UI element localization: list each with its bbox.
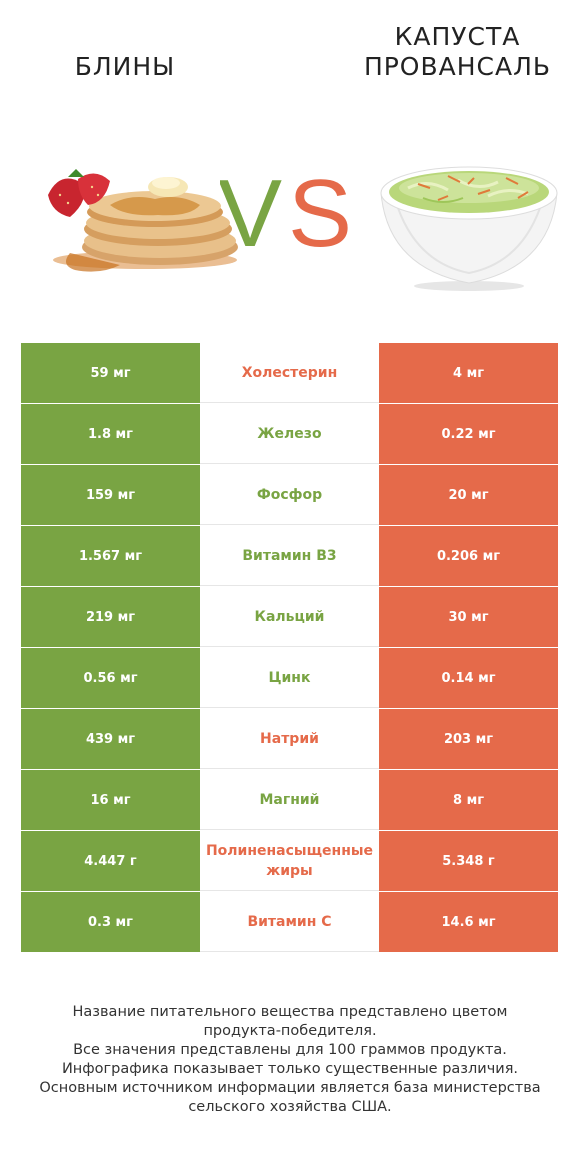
- nutrient-name-cell: Полиненасыщенные жиры: [200, 831, 379, 891]
- table-row: 439 мг Натрий 203 мг: [21, 709, 558, 770]
- left-value-cell: 0.3 мг: [21, 892, 200, 952]
- table-row: 0.56 мг Цинк 0.14 мг: [21, 648, 558, 709]
- header: БЛИНЫ КАПУСТА ПРОВАНСАЛЬ V S: [0, 0, 580, 300]
- footer-line: Все значения представлены для 100 граммо…: [73, 1042, 507, 1058]
- right-value-cell: 203 мг: [379, 709, 558, 769]
- vs-s-letter: S: [288, 160, 352, 260]
- right-product-title-line1: КАПУСТА: [394, 22, 521, 51]
- table-row: 4.447 г Полиненасыщенные жиры 5.348 г: [21, 831, 558, 892]
- right-value-cell: 0.206 мг: [379, 526, 558, 586]
- nutrient-name-cell: Цинк: [200, 648, 379, 708]
- nutrient-name-cell: Витамин C: [200, 892, 379, 952]
- coleslaw-bowl-image: [380, 166, 558, 291]
- nutrient-name-cell: Натрий: [200, 709, 379, 769]
- comparison-table: 59 мг Холестерин 4 мг 1.8 мг Железо 0.22 мг 15…: [21, 343, 558, 953]
- nutrient-name-cell: Фосфор: [200, 465, 379, 525]
- right-value-cell: 8 мг: [379, 770, 558, 830]
- footer-notes: Название питательного вещества представл…: [30, 1003, 550, 1117]
- nutrient-name-cell: Кальций: [200, 587, 379, 647]
- left-value-cell: 4.447 г: [21, 831, 200, 891]
- nutrient-name-cell: Витамин B3: [200, 526, 379, 586]
- pancakes-image: [48, 169, 238, 272]
- table-row: 159 мг Фосфор 20 мг: [21, 465, 558, 526]
- vs-label: V S: [220, 160, 352, 260]
- right-product-title: КАПУСТА ПРОВАНСАЛЬ: [335, 22, 580, 82]
- left-product-title: БЛИНЫ: [74, 52, 176, 81]
- right-value-cell: 30 мг: [379, 587, 558, 647]
- left-value-cell: 16 мг: [21, 770, 200, 830]
- left-value-cell: 439 мг: [21, 709, 200, 769]
- left-value-cell: 1.567 мг: [21, 526, 200, 586]
- left-value-cell: 159 мг: [21, 465, 200, 525]
- table-row: 0.3 мг Витамин C 14.6 мг: [21, 892, 558, 953]
- vs-v-letter: V: [220, 160, 282, 260]
- table-row: 1.567 мг Витамин B3 0.206 мг: [21, 526, 558, 587]
- right-value-cell: 20 мг: [379, 465, 558, 525]
- table-row: 16 мг Магний 8 мг: [21, 770, 558, 831]
- footer-line: Основным источником информации является …: [39, 1080, 541, 1096]
- right-value-cell: 0.22 мг: [379, 404, 558, 464]
- right-value-cell: 4 мг: [379, 343, 558, 403]
- nutrient-name-cell: Холестерин: [200, 343, 379, 403]
- nutrient-name-cell: Магний: [200, 770, 379, 830]
- left-value-cell: 59 мг: [21, 343, 200, 403]
- left-value-cell: 219 мг: [21, 587, 200, 647]
- left-value-cell: 0.56 мг: [21, 648, 200, 708]
- footer-line: продукта-победителя.: [203, 1023, 377, 1039]
- footer-line: Инфографика показывает только существенн…: [61, 1061, 519, 1077]
- nutrient-name-cell: Железо: [200, 404, 379, 464]
- table-row: 59 мг Холестерин 4 мг: [21, 343, 558, 404]
- right-value-cell: 0.14 мг: [379, 648, 558, 708]
- right-value-cell: 14.6 мг: [379, 892, 558, 952]
- right-product-title-line2: ПРОВАНСАЛЬ: [363, 52, 552, 81]
- right-value-cell: 5.348 г: [379, 831, 558, 891]
- left-value-cell: 1.8 мг: [21, 404, 200, 464]
- footer-line: сельского хозяйства США.: [188, 1099, 392, 1115]
- table-row: 219 мг Кальций 30 мг: [21, 587, 558, 648]
- footer-line: Название питательного вещества представл…: [72, 1004, 508, 1020]
- table-row: 1.8 мг Железо 0.22 мг: [21, 404, 558, 465]
